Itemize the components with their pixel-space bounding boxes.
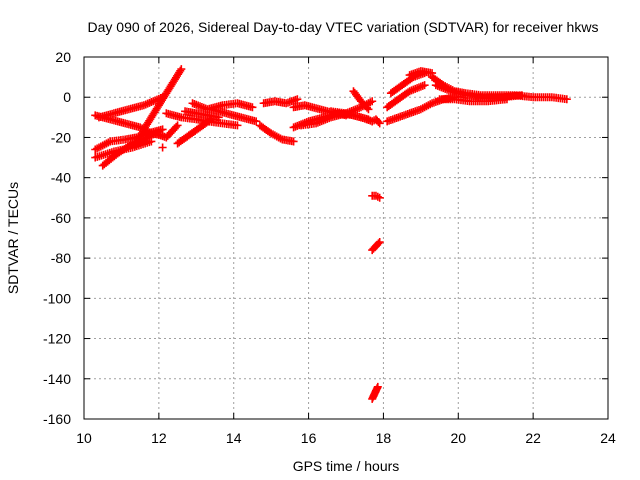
series-trace-31 (435, 95, 511, 106)
data-point (368, 97, 377, 106)
data-point (172, 122, 181, 131)
y-tick-label: 0 (63, 89, 71, 105)
data-point (293, 95, 302, 104)
plot-frame (83, 56, 609, 420)
y-tick-label: -20 (51, 129, 71, 145)
y-tick-labels: -160 -140 -120 -100 -80 -60 -40 -20 0 20 (43, 49, 71, 427)
data-point (374, 118, 383, 127)
series-trace-28 (405, 67, 437, 80)
series-trace-7 (139, 121, 182, 142)
series-trace-21 (368, 115, 384, 128)
data-point (132, 141, 141, 150)
y-tick-label: -80 (51, 250, 71, 266)
y-tick-label: -60 (51, 210, 71, 226)
x-tick-label: 16 (301, 430, 317, 446)
y-axis-label: SDTVAR / TECUs (5, 182, 21, 294)
x-tick-label: 12 (151, 430, 167, 446)
x-tick-label: 18 (376, 430, 392, 446)
data-point (177, 65, 186, 74)
data-point (133, 139, 142, 148)
series-trace-20 (349, 87, 373, 114)
series-trace-23 (368, 238, 384, 255)
series-trace-15 (259, 95, 302, 108)
x-tick-label: 20 (450, 430, 466, 446)
series-trace-6 (132, 65, 186, 150)
series-trace-13 (188, 99, 257, 114)
data-point (502, 95, 511, 104)
data-point (158, 143, 167, 152)
x-tick-label: 10 (76, 430, 92, 446)
data-point (373, 382, 382, 391)
chart-title: Day 090 of 2026, Sidereal Day-to-day VTE… (88, 19, 599, 35)
data-point (289, 137, 298, 146)
series-trace-8 (158, 143, 167, 152)
data-point (248, 103, 257, 112)
data-point (252, 117, 261, 126)
data-point (233, 121, 242, 130)
data-point (562, 95, 571, 104)
data-point (420, 81, 429, 90)
y-tick-label: -120 (43, 331, 71, 347)
x-tick-labels: 10 12 14 16 18 20 22 24 (76, 430, 616, 446)
y-tick-label: 20 (55, 49, 71, 65)
data-points (91, 65, 571, 403)
data-point (134, 136, 143, 145)
data-point (374, 239, 383, 248)
series-trace-14 (255, 121, 298, 146)
x-tick-label: 14 (226, 430, 242, 446)
data-point (364, 105, 373, 114)
data-point (373, 192, 382, 201)
data-point (375, 119, 384, 128)
y-tick-label: -40 (51, 170, 71, 186)
series-trace-22 (368, 191, 384, 202)
series-trace-26 (383, 81, 429, 112)
y-tick-label: -160 (43, 411, 71, 427)
x-tick-label: 24 (600, 430, 616, 446)
data-point (375, 238, 384, 247)
data-point (517, 91, 526, 100)
data-point (173, 121, 182, 130)
data-point (362, 103, 371, 112)
y-tick-label: -100 (43, 290, 71, 306)
data-point (176, 66, 185, 75)
series-trace-30 (431, 81, 526, 102)
data-point (147, 137, 156, 146)
y-tick-label: -140 (43, 371, 71, 387)
x-axis-label: GPS time / hours (293, 458, 400, 474)
data-point (134, 137, 143, 146)
data-point (135, 134, 144, 143)
x-tick-label: 22 (525, 430, 541, 446)
series-trace-24 (368, 382, 382, 403)
axis-ticks (83, 56, 609, 420)
data-point (375, 193, 384, 202)
